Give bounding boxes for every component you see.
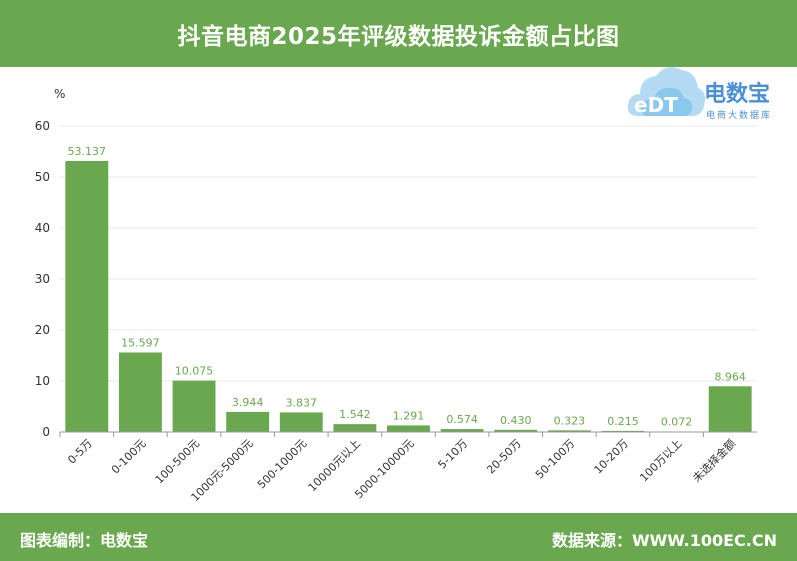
bar bbox=[118, 352, 162, 432]
x-tick-label: 10000元以上 bbox=[306, 437, 363, 494]
value-labels: 53.137 15.597 10.075 3.944 3.837 1.542 1.291 0.… bbox=[68, 145, 746, 429]
footer-credit: 图表编制：电数宝 bbox=[20, 531, 149, 550]
bar bbox=[333, 424, 377, 432]
bar-value-label: 3.944 bbox=[232, 396, 264, 409]
bar-value-label: 1.291 bbox=[393, 409, 425, 422]
bar-value-label: 0.323 bbox=[554, 414, 586, 427]
x-tick-label: 10-20万 bbox=[592, 437, 632, 477]
bar bbox=[601, 430, 645, 432]
y-tick-label: 40 bbox=[35, 221, 50, 235]
x-tick-label: 50-100万 bbox=[533, 437, 578, 482]
bar bbox=[65, 161, 109, 433]
y-axis-ticks: 0 10 20 30 40 50 60 bbox=[35, 119, 50, 439]
bar bbox=[387, 425, 430, 432]
bar-value-label: 0.072 bbox=[661, 416, 693, 429]
bar bbox=[172, 380, 216, 432]
grid-lines bbox=[60, 125, 757, 433]
bar-value-label: 10.075 bbox=[175, 365, 214, 378]
bar-value-label: 3.837 bbox=[286, 396, 318, 409]
x-tick-label: 100-500元 bbox=[153, 437, 202, 486]
bar-value-label: 8.964 bbox=[714, 370, 746, 383]
bar-value-label: 53.137 bbox=[68, 145, 107, 158]
bar-chart: 0 10 20 30 40 50 60 % 53.137 15.597 10.075 3.944 3… bbox=[35, 87, 757, 504]
bars bbox=[65, 161, 752, 433]
bar-value-label: 0.430 bbox=[500, 414, 532, 427]
footer-bar: 图表编制：电数宝 数据来源：WWW.100EC.CN bbox=[0, 513, 797, 561]
y-tick-label: 30 bbox=[35, 272, 50, 286]
bar bbox=[226, 411, 270, 432]
x-tick-label: 0-5万 bbox=[65, 437, 95, 467]
y-axis-unit: % bbox=[54, 87, 65, 101]
x-tick-label: 0-100元 bbox=[109, 437, 149, 477]
brand-name: 电数宝 bbox=[704, 82, 771, 107]
bar bbox=[494, 429, 538, 432]
page-title: 抖音电商2025年评级数据投诉金额占比图 bbox=[177, 23, 620, 50]
y-tick-label: 10 bbox=[35, 374, 50, 388]
y-tick-label: 60 bbox=[35, 119, 50, 133]
x-tick-label: 5-10万 bbox=[436, 437, 471, 472]
bar bbox=[708, 386, 752, 432]
footer-source: 数据来源：WWW.100EC.CN bbox=[551, 531, 777, 550]
y-tick-label: 20 bbox=[35, 323, 50, 337]
x-tick-label: 100万以上 bbox=[637, 437, 684, 484]
x-tick-label: 500-1000元 bbox=[255, 437, 309, 491]
bar bbox=[547, 430, 591, 432]
x-tick-label: 未选择金额 bbox=[690, 436, 739, 485]
y-tick-label: 50 bbox=[35, 170, 50, 184]
bar-value-label: 1.542 bbox=[339, 408, 371, 421]
bar bbox=[279, 412, 323, 432]
cloud-logo-icon: eDT bbox=[627, 67, 706, 117]
brand-subtitle: 电商大数据库 bbox=[706, 111, 773, 121]
bar bbox=[440, 429, 484, 432]
cloud-logo-text: eDT bbox=[634, 93, 678, 117]
logo: eDT 电数宝 电商大数据库 bbox=[626, 62, 796, 126]
bar-value-label: 15.597 bbox=[121, 336, 160, 349]
header-bar: 抖音电商2025年评级数据投诉金额占比图 bbox=[0, 0, 797, 67]
y-tick-label: 0 bbox=[42, 425, 50, 439]
bar-value-label: 0.574 bbox=[446, 413, 478, 426]
x-tick-label: 20-50万 bbox=[484, 437, 524, 477]
bar-value-label: 0.215 bbox=[607, 415, 639, 428]
